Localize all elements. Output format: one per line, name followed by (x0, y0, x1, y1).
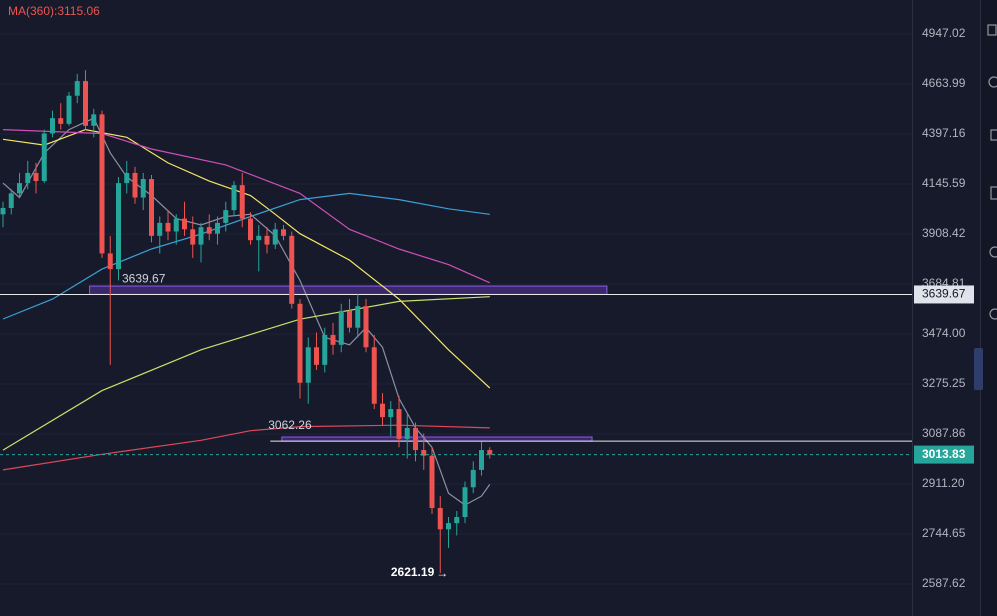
toolbar-icon[interactable] (989, 308, 997, 320)
candle-body (289, 235, 295, 304)
candle-body (314, 347, 319, 365)
candle-body (223, 210, 229, 223)
candle-body (50, 118, 55, 134)
candle-body (396, 409, 402, 439)
candle-body (380, 403, 385, 418)
last-price-label: 3013.83 (922, 447, 966, 461)
candle-body (165, 222, 171, 232)
candle-body (437, 508, 443, 530)
candle-body (446, 523, 451, 530)
candle-body (470, 469, 476, 488)
candle-body (272, 229, 278, 245)
candle-body (99, 114, 105, 254)
candle-body (363, 306, 369, 348)
candle-body (256, 235, 262, 241)
candle-body (41, 133, 47, 182)
toolbar-icon[interactable] (987, 24, 997, 36)
toolbar-icon[interactable] (989, 246, 997, 258)
candle-body (404, 427, 410, 439)
candle-body (140, 179, 146, 198)
zone (89, 285, 608, 295)
candle-body (322, 334, 328, 365)
candle-body (479, 450, 484, 470)
moving-average (2, 129, 491, 284)
candle-body (198, 227, 204, 245)
candle-body (338, 310, 344, 345)
candle-body (330, 334, 336, 345)
candle-body (0, 208, 6, 215)
y-tick-label: 3275.25 (922, 376, 966, 390)
toolbar-icon[interactable] (988, 76, 997, 88)
candle-body (421, 450, 427, 456)
candle-body (413, 427, 418, 451)
y-tick-label: 3908.42 (922, 226, 966, 240)
candle-body (297, 303, 303, 383)
candle-body (74, 81, 80, 96)
moving-average (2, 296, 490, 451)
candle-body (487, 450, 493, 455)
candle-body (231, 185, 237, 211)
candle-body (124, 172, 130, 184)
candle-body (83, 81, 88, 126)
y-tick-label: 4663.99 (922, 76, 966, 90)
candle-body (371, 347, 377, 404)
y-tick-label: 4397.16 (922, 126, 966, 140)
level-label: 3639.67 (122, 272, 166, 286)
toolbar-icon[interactable] (990, 186, 997, 200)
candle-body (454, 517, 460, 524)
y-tick-label: 4947.02 (922, 26, 966, 40)
candle-body (239, 185, 245, 219)
y-tick-label: 3087.86 (922, 426, 966, 440)
candle-body (116, 183, 121, 270)
indicator-label: MA(360):3115.06 (8, 4, 100, 18)
low-arrow: → (436, 566, 448, 580)
candle-body (388, 409, 394, 418)
candle-body (264, 235, 270, 245)
last-price-box (914, 445, 974, 464)
y-tick-label: 2744.65 (922, 526, 966, 540)
toolbar (980, 0, 997, 616)
candle-body (462, 487, 468, 518)
toolbar-icon[interactable] (990, 129, 997, 141)
y-tick-label: 4145.59 (922, 176, 966, 190)
level-label: 3062.26 (268, 418, 312, 432)
level-price-box (914, 285, 974, 304)
candle-body (429, 455, 435, 509)
candle-body (58, 118, 64, 124)
candle-body (17, 183, 22, 194)
level-price-label: 3639.67 (922, 287, 966, 301)
candle-body (91, 114, 97, 126)
y-tick-label: 2911.20 (922, 476, 965, 490)
candle-body (182, 218, 187, 230)
candle-body (132, 172, 138, 198)
zone (281, 436, 593, 442)
candle-body (248, 218, 253, 241)
candle-body (157, 222, 163, 236)
y-tick-label: 3474.00 (922, 326, 966, 340)
low-annotation: 2621.19 (391, 565, 435, 579)
candle-body (190, 229, 196, 245)
candle-body (107, 253, 113, 270)
candle-body (347, 310, 352, 328)
candle-body (25, 172, 31, 184)
plot-area: 3639.67 3062.26 (0, 33, 912, 585)
candle-body (215, 222, 220, 234)
candle-body (355, 306, 361, 328)
candle-body (149, 179, 154, 236)
candle-body (206, 227, 212, 234)
candle-body (173, 218, 179, 232)
y-tick-label: 2587.62 (922, 576, 966, 590)
toolbar-icons[interactable] (987, 24, 997, 320)
candle-body (33, 172, 39, 182)
candle-body (281, 229, 286, 236)
candle-body (305, 347, 311, 383)
candle-body (8, 193, 14, 209)
candle-body (66, 95, 72, 124)
panel-tab[interactable] (974, 348, 983, 390)
